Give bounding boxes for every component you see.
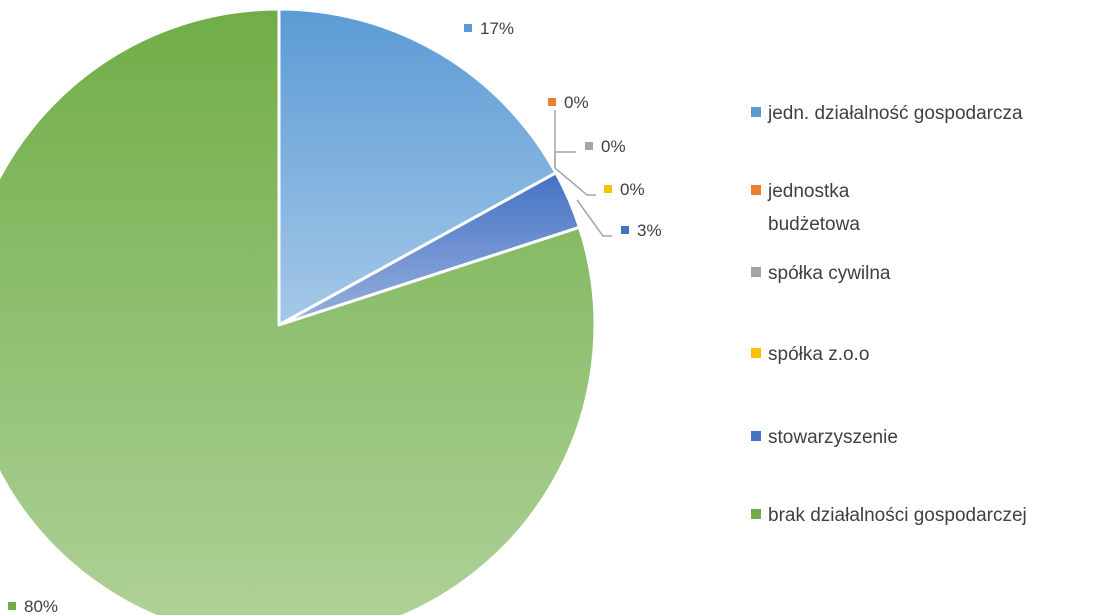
data-label-marker	[585, 142, 593, 150]
legend-swatch	[751, 267, 761, 277]
legend-label: stowarzyszenie	[768, 427, 898, 448]
legend-swatch	[751, 348, 761, 358]
pie-slice	[0, 7, 597, 615]
legend-label: budżetowa	[768, 214, 860, 235]
data-label: 80%	[24, 597, 58, 615]
legend-swatch	[751, 509, 761, 519]
data-label: 3%	[637, 221, 662, 240]
data-label-marker	[464, 24, 472, 32]
legend-label: spółka cywilna	[768, 263, 891, 284]
legend: jedn. działalność gospodarcza jednostka bu…	[751, 103, 1027, 526]
data-label: 0%	[620, 180, 645, 199]
legend-swatch	[751, 431, 761, 441]
pie-slice	[277, 7, 558, 327]
data-labels: 17% 0% 0% 0% 3% 80%	[8, 19, 662, 615]
legend-swatch	[751, 107, 761, 117]
leader-line	[554, 167, 596, 196]
pie-slices	[0, 7, 597, 615]
legend-label: jedn. działalność gospodarcza	[767, 103, 1023, 124]
data-label-marker	[548, 98, 556, 106]
data-label-marker	[604, 185, 612, 193]
leader-line	[576, 199, 612, 237]
legend-label: jednostka	[767, 181, 850, 202]
legend-label: spółka z.o.o	[768, 344, 869, 365]
legend-label: brak działalności gospodarczej	[768, 505, 1027, 526]
leader-line	[554, 151, 576, 168]
leader-lines	[554, 110, 612, 237]
legend-swatch	[751, 185, 761, 195]
data-label-marker	[8, 602, 16, 610]
data-label-marker	[621, 226, 629, 234]
data-label: 17%	[480, 19, 514, 38]
data-label: 0%	[601, 137, 626, 156]
data-label: 0%	[564, 93, 589, 112]
